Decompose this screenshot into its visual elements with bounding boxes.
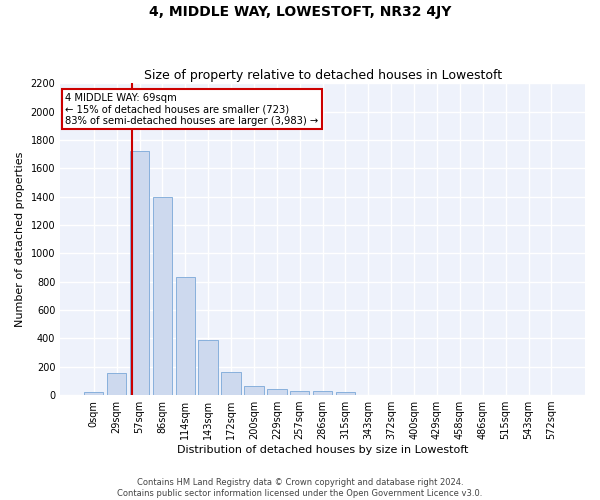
Y-axis label: Number of detached properties: Number of detached properties [15,152,25,327]
Title: Size of property relative to detached houses in Lowestoft: Size of property relative to detached ho… [143,69,502,82]
Text: Contains HM Land Registry data © Crown copyright and database right 2024.
Contai: Contains HM Land Registry data © Crown c… [118,478,482,498]
Bar [130,151,149,395]
Bar [176,278,195,395]
Bar [267,390,287,395]
Text: 4 MIDDLE WAY: 69sqm
← 15% of detached houses are smaller (723)
83% of semi-detac: 4 MIDDLE WAY: 69sqm ← 15% of detached ho… [65,92,319,126]
Bar [199,340,218,395]
Text: 4, MIDDLE WAY, LOWESTOFT, NR32 4JY: 4, MIDDLE WAY, LOWESTOFT, NR32 4JY [149,5,451,19]
Bar [336,392,355,395]
Bar [290,391,310,395]
X-axis label: Distribution of detached houses by size in Lowestoft: Distribution of detached houses by size … [177,445,468,455]
Bar [152,196,172,395]
Bar [107,373,127,395]
Bar [244,386,263,395]
Bar [84,392,103,395]
Bar [221,372,241,395]
Bar [313,391,332,395]
